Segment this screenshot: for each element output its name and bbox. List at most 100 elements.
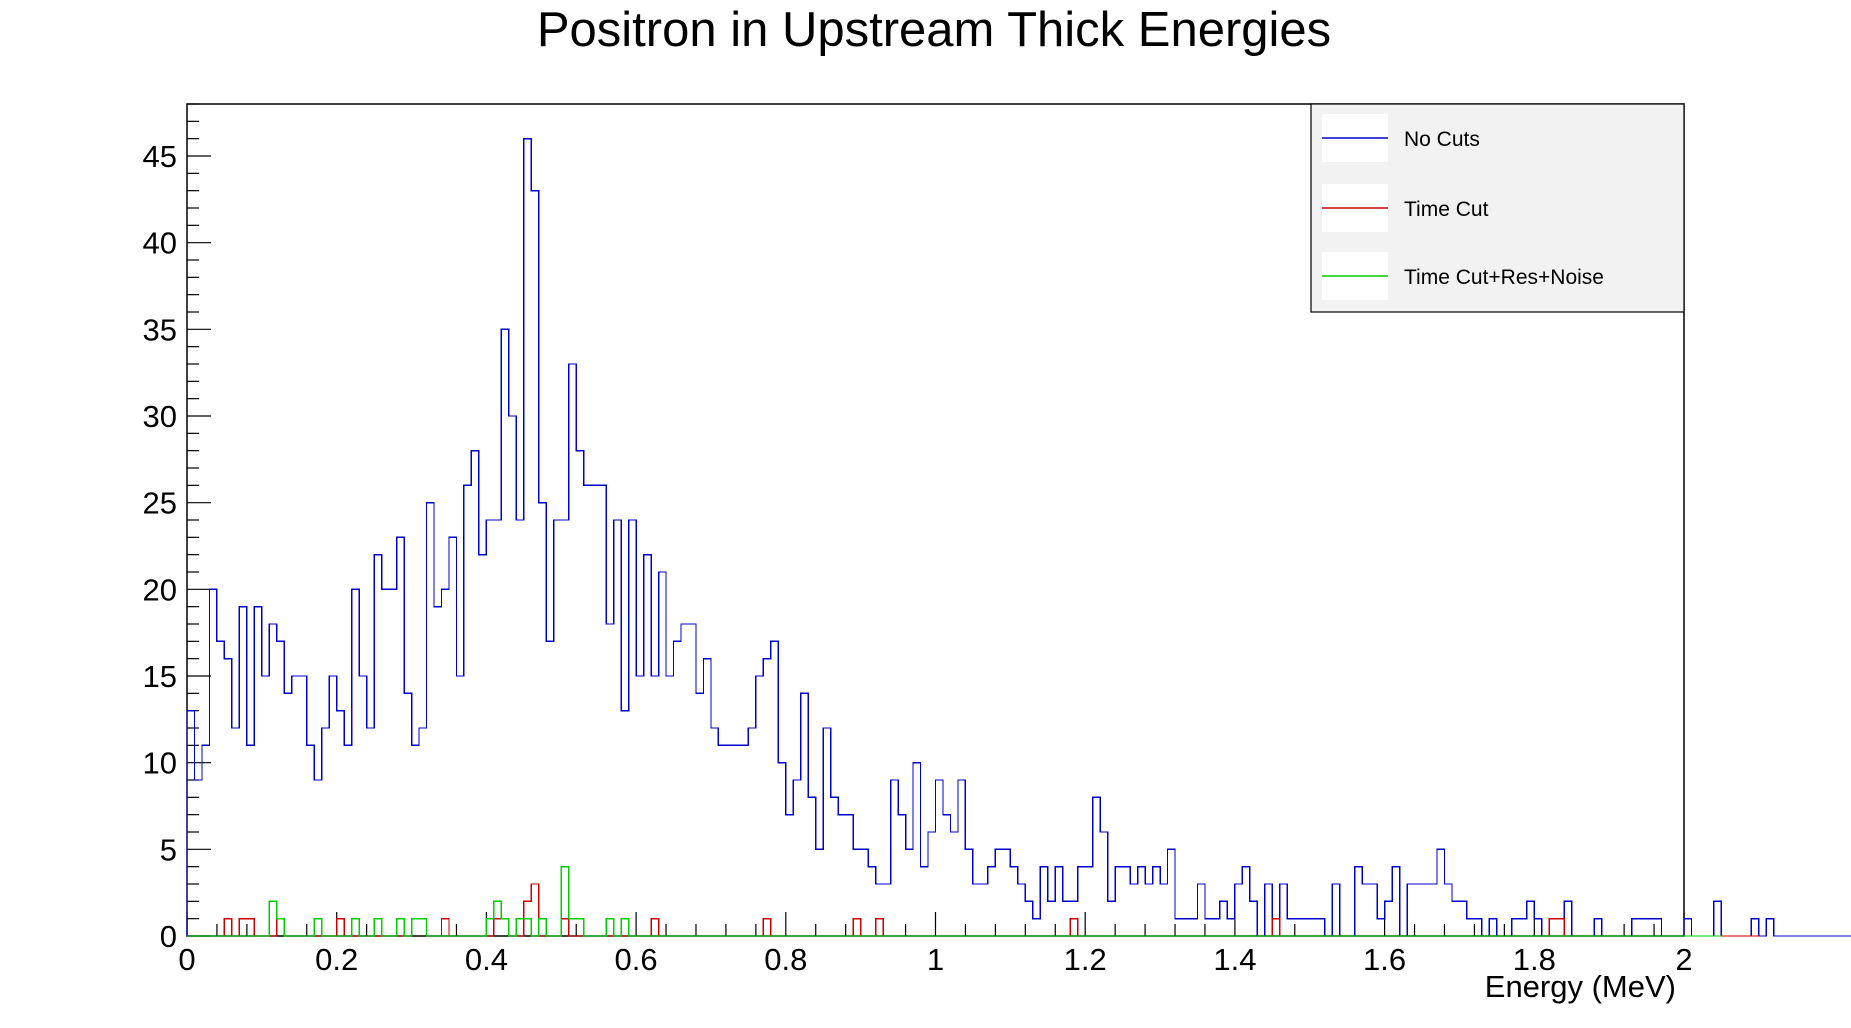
bin-time-cut bbox=[239, 919, 246, 936]
bin-no-cuts bbox=[1444, 884, 1451, 936]
bin-no-cuts bbox=[352, 589, 359, 936]
bin-no-cuts bbox=[554, 520, 561, 936]
bin-no-cuts bbox=[1197, 884, 1204, 936]
bin-no-cuts bbox=[1100, 832, 1107, 936]
bin-time-cut-res-noise bbox=[569, 919, 576, 936]
bin-time-cut-res-noise bbox=[561, 867, 568, 936]
bin-no-cuts bbox=[1055, 867, 1062, 936]
y-tick-label: 5 bbox=[160, 832, 177, 867]
bin-no-cuts bbox=[1362, 884, 1369, 936]
bin-no-cuts bbox=[1392, 867, 1399, 936]
bin-no-cuts bbox=[337, 711, 344, 936]
bin-no-cuts bbox=[254, 607, 261, 936]
bin-no-cuts bbox=[1048, 901, 1055, 936]
bin-no-cuts bbox=[441, 589, 448, 936]
series-time-cut bbox=[187, 883, 1759, 937]
bin-no-cuts bbox=[224, 659, 231, 936]
bin-time-cut bbox=[337, 919, 344, 936]
bin-no-cuts bbox=[456, 676, 463, 936]
bin-no-cuts bbox=[1287, 919, 1294, 936]
bin-no-cuts bbox=[516, 520, 523, 936]
bin-no-cuts bbox=[1377, 919, 1384, 936]
bin-time-cut-res-noise bbox=[269, 901, 276, 936]
bin-time-cut-res-noise bbox=[576, 919, 583, 936]
bin-no-cuts bbox=[995, 849, 1002, 936]
bin-no-cuts bbox=[696, 693, 703, 936]
bin-no-cuts bbox=[1527, 901, 1534, 936]
bin-time-cut bbox=[494, 919, 501, 936]
bin-no-cuts bbox=[1108, 901, 1115, 936]
bin-no-cuts bbox=[232, 728, 239, 936]
bin-no-cuts bbox=[1078, 867, 1085, 936]
bin-no-cuts bbox=[1766, 919, 1773, 936]
x-tick-label: 1.6 bbox=[1363, 942, 1406, 977]
bin-time-cut bbox=[763, 919, 770, 936]
x-tick-label: 1.8 bbox=[1513, 942, 1556, 977]
bin-time-cut bbox=[419, 919, 426, 936]
bin-no-cuts bbox=[1190, 919, 1197, 936]
bin-no-cuts bbox=[1594, 919, 1601, 936]
chart-title: Positron in Upstream Thick Energies bbox=[537, 3, 1331, 57]
bin-time-cut-res-noise bbox=[277, 919, 284, 936]
bin-no-cuts bbox=[906, 849, 913, 936]
bin-no-cuts bbox=[1632, 919, 1639, 936]
bin-no-cuts bbox=[1415, 884, 1422, 936]
bin-no-cuts bbox=[1227, 919, 1234, 936]
bin-no-cuts bbox=[1684, 919, 1691, 936]
bin-time-cut-res-noise bbox=[621, 919, 628, 936]
bin-no-cuts bbox=[921, 867, 928, 936]
bin-no-cuts bbox=[1332, 884, 1339, 936]
bin-no-cuts bbox=[284, 693, 291, 936]
bin-no-cuts bbox=[1168, 849, 1175, 936]
bin-no-cuts bbox=[801, 693, 808, 936]
bin-no-cuts bbox=[1220, 901, 1227, 936]
bin-no-cuts bbox=[307, 745, 314, 936]
bin-no-cuts bbox=[1714, 901, 1721, 936]
bin-no-cuts bbox=[322, 728, 329, 936]
bin-no-cuts bbox=[367, 728, 374, 936]
bin-no-cuts bbox=[1385, 901, 1392, 936]
bin-no-cuts bbox=[1138, 867, 1145, 936]
bin-no-cuts bbox=[1250, 901, 1257, 936]
bin-time-cut bbox=[651, 919, 658, 936]
bin-no-cuts bbox=[1564, 901, 1571, 936]
bin-no-cuts bbox=[726, 745, 733, 936]
bin-no-cuts bbox=[187, 711, 194, 936]
bin-no-cuts bbox=[1123, 867, 1130, 936]
y-tick-label: 30 bbox=[143, 399, 177, 434]
bin-no-cuts bbox=[576, 451, 583, 936]
bin-no-cuts bbox=[883, 884, 890, 936]
bin-no-cuts bbox=[651, 676, 658, 936]
bin-no-cuts bbox=[1512, 919, 1519, 936]
bin-no-cuts bbox=[397, 537, 404, 936]
bin-no-cuts bbox=[1145, 884, 1152, 936]
x-tick-label: 0 bbox=[178, 942, 195, 977]
bin-no-cuts bbox=[1519, 919, 1526, 936]
bin-no-cuts bbox=[928, 832, 935, 936]
bin-no-cuts bbox=[1018, 884, 1025, 936]
bin-no-cuts bbox=[239, 607, 246, 936]
bin-no-cuts bbox=[217, 641, 224, 936]
bin-no-cuts bbox=[389, 589, 396, 936]
x-tick-label: 0.6 bbox=[615, 942, 658, 977]
histogram-series bbox=[186, 137, 1851, 937]
bin-time-cut-res-noise bbox=[486, 919, 493, 936]
bin-time-cut-res-noise bbox=[516, 919, 523, 936]
bin-no-cuts bbox=[524, 139, 531, 936]
bin-no-cuts bbox=[1040, 867, 1047, 936]
bin-no-cuts bbox=[606, 624, 613, 936]
bin-no-cuts bbox=[786, 815, 793, 936]
y-tick-label: 0 bbox=[160, 919, 177, 954]
bin-no-cuts bbox=[868, 867, 875, 936]
bin-no-cuts bbox=[831, 797, 838, 936]
bin-no-cuts bbox=[344, 745, 351, 936]
bin-no-cuts bbox=[1422, 884, 1429, 936]
bin-no-cuts bbox=[1272, 919, 1279, 936]
bin-no-cuts bbox=[861, 849, 868, 936]
bin-no-cuts bbox=[591, 485, 598, 936]
bin-no-cuts bbox=[1242, 867, 1249, 936]
bin-no-cuts bbox=[1010, 867, 1017, 936]
bin-time-cut bbox=[1557, 919, 1564, 936]
series-time-cut-res-noise bbox=[187, 865, 1722, 937]
